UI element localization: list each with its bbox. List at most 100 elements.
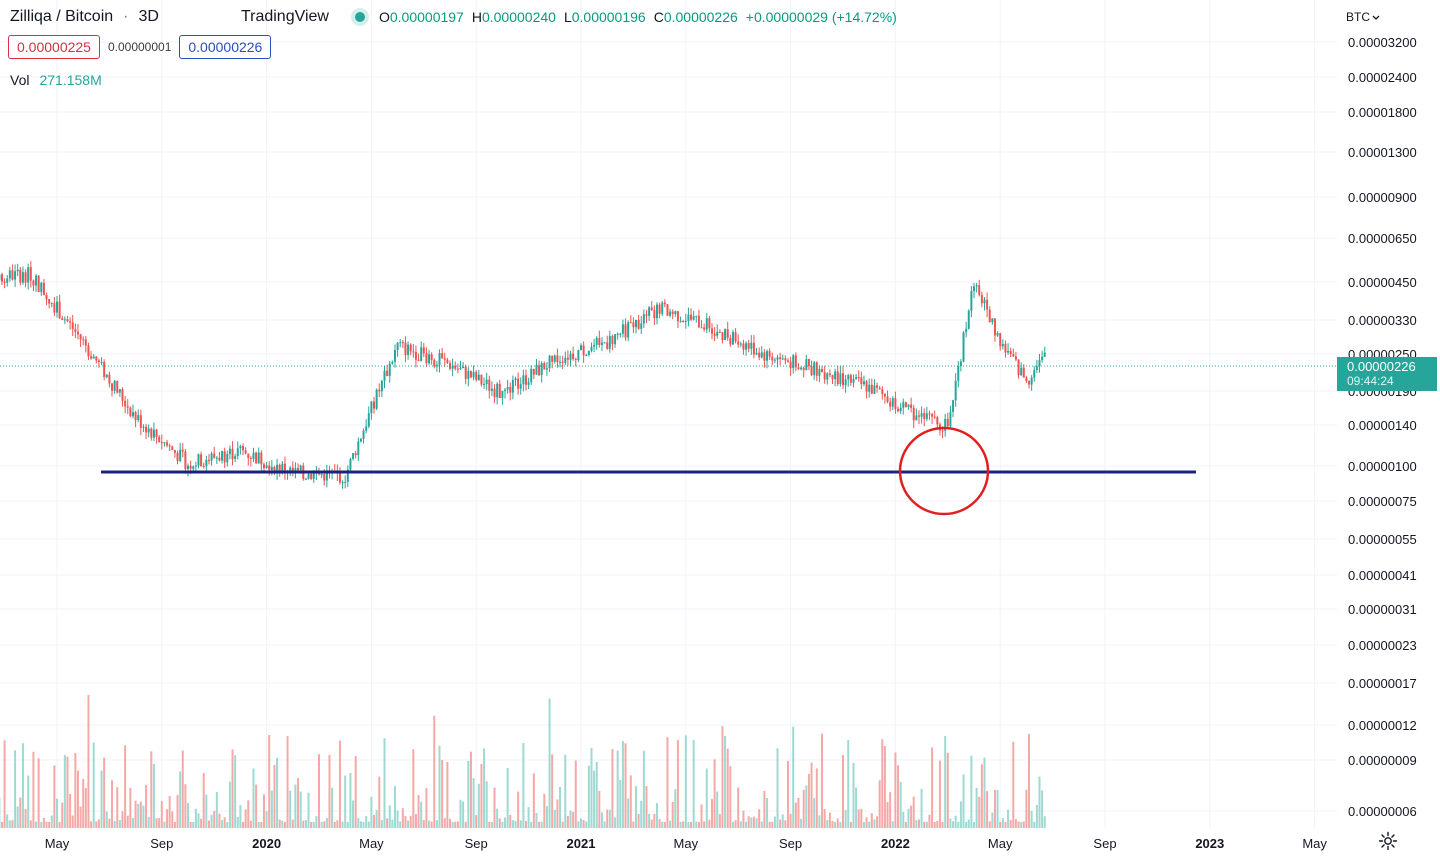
volume-bar xyxy=(519,820,522,828)
candle-body xyxy=(883,393,886,397)
volume-bar xyxy=(315,816,318,828)
volume-bar xyxy=(1038,776,1041,828)
volume-bar xyxy=(619,780,622,828)
candle-body xyxy=(800,367,803,370)
volume-bar xyxy=(860,808,863,828)
volume-bar xyxy=(600,812,603,828)
volume-bar xyxy=(213,810,216,828)
volume-bar xyxy=(294,784,297,828)
volume-bar xyxy=(262,794,265,828)
separator: · xyxy=(123,8,129,25)
candle-body xyxy=(270,466,273,471)
candle-body xyxy=(430,354,433,360)
volume-bar xyxy=(844,810,847,828)
candle-body xyxy=(3,281,6,283)
volume-bar xyxy=(821,733,824,828)
last-price-tag: 0.00000226 09:44:24 xyxy=(1337,357,1437,391)
candle-body xyxy=(383,370,386,381)
candle-body xyxy=(349,458,352,470)
volume-bar xyxy=(113,820,116,828)
volume-bar xyxy=(302,820,305,828)
highlight-circle[interactable] xyxy=(898,426,990,516)
buy-button[interactable]: 0.00000226 xyxy=(179,35,272,59)
volume-bar xyxy=(8,820,11,828)
volume-bar xyxy=(357,818,360,828)
candle-body xyxy=(462,366,465,369)
price-tick-label: 0.00000023 xyxy=(1348,638,1417,653)
candle-body xyxy=(249,457,252,459)
volume-bar xyxy=(1009,819,1012,828)
candle-body xyxy=(189,465,192,469)
candle-body xyxy=(244,450,247,454)
candle-body xyxy=(658,304,661,314)
candle-body xyxy=(205,459,208,467)
volume-bar xyxy=(894,752,897,828)
candle-body xyxy=(6,278,9,283)
candle-body xyxy=(223,451,226,463)
candle-body xyxy=(593,344,596,347)
volume-bar xyxy=(24,808,27,828)
volume-bar xyxy=(438,745,441,828)
volume-bar xyxy=(150,751,153,828)
volume-bar xyxy=(480,763,483,828)
candle-body xyxy=(574,358,577,361)
interval-label[interactable]: 3D xyxy=(138,8,159,25)
volume-bar xyxy=(1004,821,1007,828)
volume-bar xyxy=(129,787,132,828)
candle-body xyxy=(983,299,986,304)
volume-bar xyxy=(876,816,879,828)
volume-bar xyxy=(462,801,465,828)
candle-body xyxy=(414,351,417,360)
volume-label[interactable]: Vol xyxy=(10,72,30,88)
time-tick-label: Sep xyxy=(1093,836,1116,851)
volume-bar xyxy=(724,735,727,828)
volume-bar xyxy=(16,806,19,828)
volume-bar xyxy=(409,815,412,828)
candle-body xyxy=(590,346,593,351)
candle-body xyxy=(671,311,674,315)
candle-body xyxy=(14,271,17,280)
volume-bar xyxy=(344,775,347,828)
candle-body xyxy=(663,302,666,305)
candle-body xyxy=(1007,350,1010,353)
price-axis[interactable]: 0.00003200 0.00002400 0.00001800 0.00001300… xyxy=(1348,35,1417,819)
symbol-name[interactable]: Zilliqa / Bitcoin xyxy=(10,8,114,25)
volume-bar xyxy=(792,726,795,828)
volume-bar xyxy=(396,810,399,828)
candle-body xyxy=(784,358,787,361)
candle-body xyxy=(598,338,601,345)
candle-body xyxy=(145,426,148,433)
candle-body xyxy=(585,354,588,356)
candle-body xyxy=(708,318,711,329)
volume-bar xyxy=(538,821,541,828)
currency-selector[interactable]: BTC xyxy=(1346,10,1380,24)
candle-body xyxy=(511,380,514,393)
candle-body xyxy=(312,472,315,479)
volume-bar xyxy=(307,792,310,828)
volume-bar xyxy=(197,813,200,828)
volume-bar xyxy=(938,760,941,828)
time-tick-label: May xyxy=(1302,836,1327,851)
candle-body xyxy=(0,274,3,282)
candle-body xyxy=(1035,366,1038,370)
volume-bar xyxy=(598,790,601,828)
candle-body xyxy=(524,375,527,385)
gear-icon[interactable] xyxy=(1377,831,1399,853)
candle-body xyxy=(283,463,286,473)
volume-bar xyxy=(247,800,250,828)
price-tick-label: 0.00000100 xyxy=(1348,459,1417,474)
volume-bar xyxy=(61,802,64,828)
volume-bar xyxy=(713,759,716,828)
time-axis[interactable]: May Sep 2020 May Sep 2021 May Sep 2022 May Sep 2023… xyxy=(45,836,1328,851)
volume-bar xyxy=(511,820,514,828)
volume-bar xyxy=(90,821,93,828)
volume-bar xyxy=(700,804,703,828)
volume-bar xyxy=(842,755,844,828)
volume-bar xyxy=(283,822,286,828)
sell-button[interactable]: 0.00000225 xyxy=(8,35,100,59)
volume-bar xyxy=(467,760,470,828)
volume-bar xyxy=(108,818,111,828)
candle-body xyxy=(713,333,716,336)
candle-body xyxy=(532,368,535,375)
